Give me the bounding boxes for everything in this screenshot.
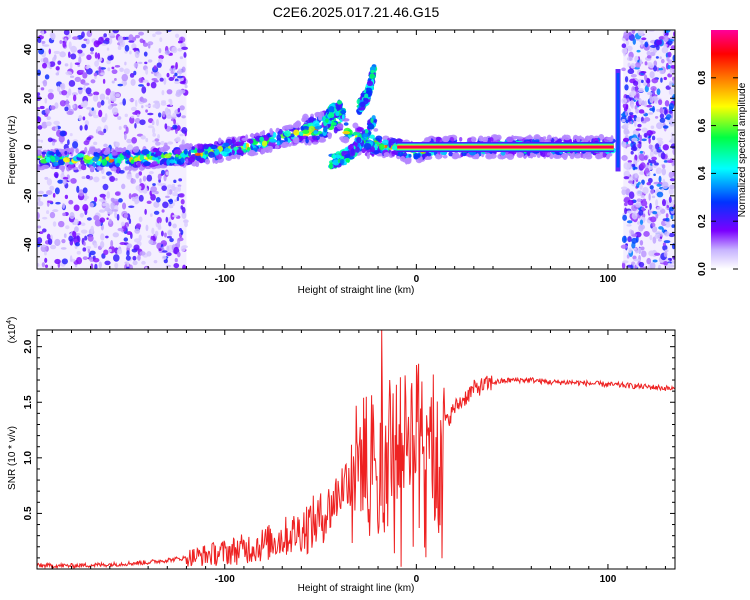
colorbar-tick-label: 0.2 xyxy=(697,214,708,228)
snr-axes: -100 0 100 0.5 1.0 1.5 2.0 xyxy=(23,330,675,585)
snr-xtick-label: 100 xyxy=(600,574,617,585)
snr-ytick-label: 1.5 xyxy=(23,395,34,409)
spectrogram-ytick-label: 40 xyxy=(23,44,34,56)
ridge-branch xyxy=(328,115,378,170)
spectrogram-panel: -100 0 100 -40 -20 0 20 40 Height of straight l… xyxy=(7,29,676,296)
colorbar-tick-label: 0.6 xyxy=(697,118,708,132)
spectrogram-xtick-label: -100 xyxy=(215,274,235,285)
spectrogram-ytick-label: -20 xyxy=(23,188,34,203)
colorbar-ticks: 0.0 0.2 0.4 0.6 0.8 xyxy=(697,70,738,276)
colorbar-label: Normalized spectral amplitude xyxy=(737,82,748,217)
vertical-spike xyxy=(615,69,621,172)
snr-frame xyxy=(36,329,676,570)
snr-series-line xyxy=(37,330,675,569)
spectrogram-axes: -100 0 100 -40 -20 0 20 40 xyxy=(23,30,675,285)
snr-ytick-label: 0.5 xyxy=(23,506,34,520)
spectrogram-xtick-label: 100 xyxy=(600,274,617,285)
snr-xtick-label: 0 xyxy=(414,574,420,585)
snr-multiplier: (x104) xyxy=(6,317,18,344)
ridge-branch xyxy=(321,99,347,137)
colorbar-tick-label: 0.0 xyxy=(697,262,708,276)
snr-ylabel: SNR (10 * v/v) xyxy=(7,426,18,490)
spectrogram-ytick-label: 0 xyxy=(23,144,34,150)
noise-region xyxy=(620,30,675,269)
colorbar-tick-label: 0.8 xyxy=(697,70,708,84)
spectrogram-ylabel: Frequency (Hz) xyxy=(7,116,18,185)
snr-plot xyxy=(37,330,675,569)
snr-xlabel: Height of straight line (km) xyxy=(298,583,415,594)
spectrogram-xtick-label: 0 xyxy=(414,274,420,285)
colorbar-tick-label: 0.4 xyxy=(697,166,708,180)
ridge-branch xyxy=(356,64,378,115)
spectrogram-frame xyxy=(36,29,676,270)
figure-title: C2E6.2025.017.21.46.G15 xyxy=(273,4,440,20)
colorbar: 0.0 0.2 0.4 0.6 0.8 Normalized spectral ampl… xyxy=(697,30,748,276)
snr-xtick-label: -100 xyxy=(215,574,235,585)
spectrogram-image xyxy=(37,30,675,269)
spectrogram-xlabel: Height of straight line (km) xyxy=(298,285,415,296)
carrier-line xyxy=(397,142,614,153)
colorbar-gradient xyxy=(711,30,738,269)
snr-ytick-label: 1.0 xyxy=(23,450,34,464)
spectrogram-ytick-label: 20 xyxy=(23,92,34,104)
spectrogram-ytick-label: -40 xyxy=(23,237,34,252)
snr-panel: -100 0 100 0.5 1.0 1.5 2.0 Height of straight … xyxy=(6,317,676,594)
snr-ytick-label: 2.0 xyxy=(23,339,34,353)
